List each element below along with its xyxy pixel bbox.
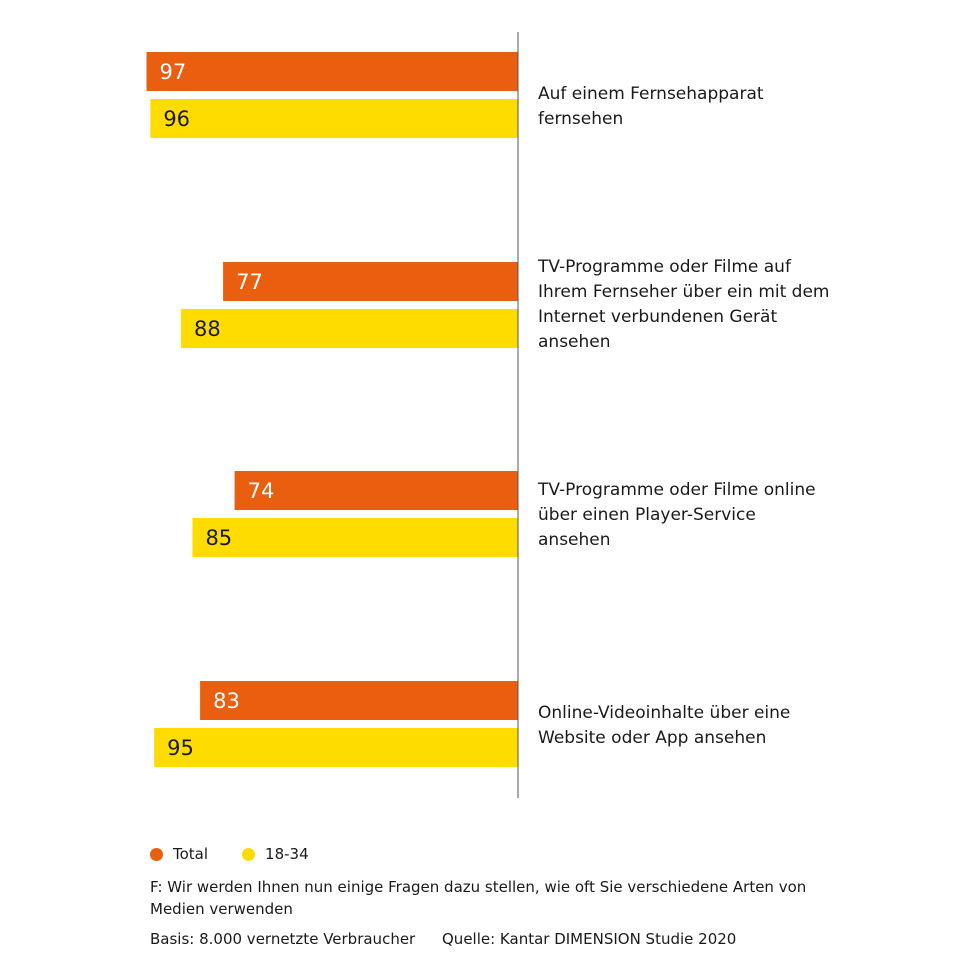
legend-label-total: Total: [173, 845, 209, 863]
bar-total-1: [223, 262, 518, 301]
data-label-18-34-0: 96: [163, 107, 190, 131]
category-label-player-service: TV-Programme oder Filme online über eine…: [538, 480, 816, 550]
bar-total-3: [200, 681, 519, 720]
data-label-18-34-3: 95: [167, 736, 194, 760]
data-label-18-34-2: 85: [205, 526, 232, 550]
category-label-website-app: Online-Videoinhalte über eine Website od…: [538, 703, 791, 748]
bar-18-34-3: [154, 728, 518, 767]
legend-swatch-18-34: [242, 847, 256, 861]
source-text: Quelle: Kantar DIMENSION Studie 2020: [442, 930, 737, 948]
bar-chart: 97 96 77 88 74 85 83 95: [146, 32, 519, 798]
basis-source-line: Basis: 8.000 vernetzte Verbraucher Quell…: [150, 928, 758, 950]
legend-item-18-34: 18-34: [242, 845, 309, 863]
legend-swatch-total: [150, 847, 163, 861]
legend-label-18-34: 18-34: [265, 845, 309, 863]
category-label-connected-device: TV-Programme oder Filme auf Ihrem Fernse…: [538, 257, 830, 352]
question-note: F: Wir werden Ihnen nun einige Fragen da…: [150, 878, 807, 918]
legend-item-total: Total: [150, 845, 208, 863]
legend: Total 18-34: [150, 845, 343, 863]
bar-total-2: [234, 471, 518, 510]
bar-18-34-0: [150, 99, 518, 138]
bar-total-0: [146, 52, 519, 91]
bar-18-34-1: [180, 309, 518, 348]
bar-18-34-2: [192, 518, 518, 557]
basis-text: Basis: 8.000 vernetzte Verbraucher: [150, 930, 416, 948]
data-label-total-1: 77: [236, 270, 263, 294]
category-label-tv-set: Auf einem Fernsehapparat fernsehen: [538, 84, 764, 129]
data-label-18-34-1: 88: [194, 317, 221, 341]
data-label-total-0: 97: [159, 60, 186, 84]
data-label-total-2: 74: [248, 479, 275, 503]
data-label-total-3: 83: [213, 689, 240, 713]
